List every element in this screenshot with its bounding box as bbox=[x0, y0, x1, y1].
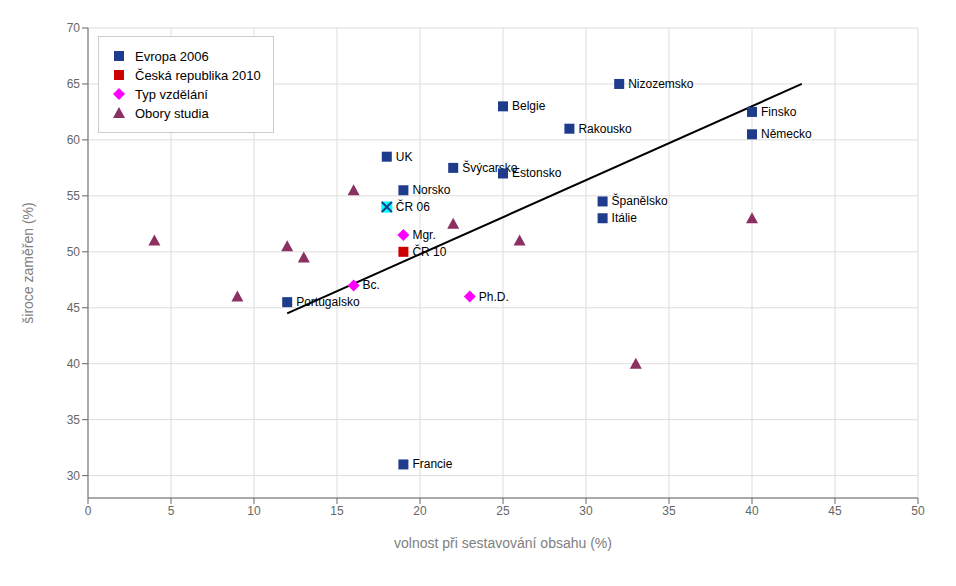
svg-text:široce zaměřen (%): široce zaměřen (%) bbox=[20, 202, 36, 323]
svg-text:70: 70 bbox=[67, 21, 81, 35]
svg-text:5: 5 bbox=[168, 504, 175, 518]
svg-text:40: 40 bbox=[745, 504, 759, 518]
svg-text:Mgr.: Mgr. bbox=[412, 228, 435, 242]
svg-text:Norsko: Norsko bbox=[412, 183, 450, 197]
svg-text:30: 30 bbox=[579, 504, 593, 518]
svg-text:Rakousko: Rakousko bbox=[578, 122, 632, 136]
svg-text:45: 45 bbox=[828, 504, 842, 518]
svg-text:55: 55 bbox=[67, 189, 81, 203]
svg-text:35: 35 bbox=[662, 504, 676, 518]
svg-text:20: 20 bbox=[413, 504, 427, 518]
html-text:Typ vzdělání: Typ vzdělání bbox=[135, 86, 208, 102]
svg-text:25: 25 bbox=[496, 504, 510, 518]
svg-text:Bc.: Bc. bbox=[363, 278, 380, 292]
svg-text:10: 10 bbox=[247, 504, 261, 518]
svg-text:45: 45 bbox=[67, 301, 81, 315]
svg-text:Estonsko: Estonsko bbox=[512, 166, 562, 180]
svg-text:30: 30 bbox=[67, 469, 81, 483]
svg-text:Itálie: Itálie bbox=[612, 211, 638, 225]
svg-text:15: 15 bbox=[330, 504, 344, 518]
svg-text:60: 60 bbox=[67, 133, 81, 147]
svg-text:Německo: Německo bbox=[761, 127, 812, 141]
svg-text:Belgie: Belgie bbox=[512, 99, 546, 113]
svg-text:Nizozemsko: Nizozemsko bbox=[628, 77, 694, 91]
svg-text:50: 50 bbox=[67, 245, 81, 259]
svg-text:ČR 10: ČR 10 bbox=[412, 244, 446, 259]
html-text:Obory studia: Obory studia bbox=[135, 105, 209, 121]
svg-text:65: 65 bbox=[67, 77, 81, 91]
svg-text:Finsko: Finsko bbox=[761, 105, 797, 119]
svg-text:UK: UK bbox=[396, 150, 413, 164]
html-text:Evropa 2006: Evropa 2006 bbox=[135, 48, 209, 64]
svg-text:Ph.D.: Ph.D. bbox=[479, 290, 509, 304]
svg-text:Španělsko: Španělsko bbox=[612, 193, 668, 208]
svg-text:ČR 06: ČR 06 bbox=[396, 199, 430, 214]
svg-text:35: 35 bbox=[67, 413, 81, 427]
svg-text:Švýcarsko: Švýcarsko bbox=[462, 160, 518, 175]
svg-text:0: 0 bbox=[85, 504, 92, 518]
svg-text:Portugalsko: Portugalsko bbox=[296, 295, 360, 309]
svg-text:40: 40 bbox=[67, 357, 81, 371]
svg-text:volnost při sestavování obsahu: volnost při sestavování obsahu (%) bbox=[394, 535, 612, 551]
svg-text:Francie: Francie bbox=[412, 457, 452, 471]
svg-text:50: 50 bbox=[911, 504, 925, 518]
html-text:Česká republika 2010: Česká republika 2010 bbox=[135, 67, 261, 83]
